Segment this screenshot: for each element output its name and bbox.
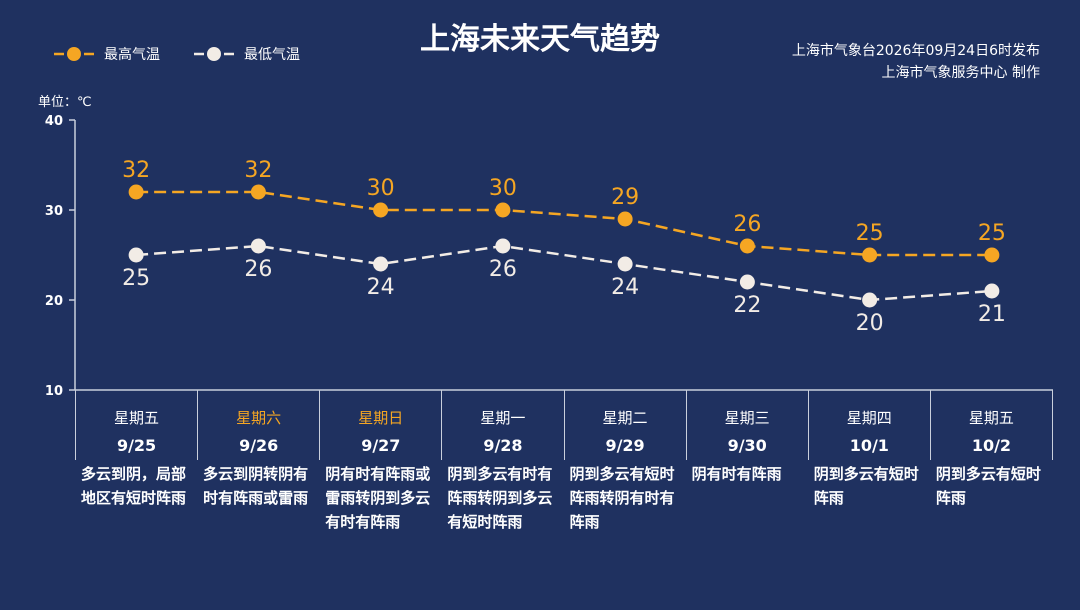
data-label-low: 21 — [978, 302, 1006, 327]
legend-item-low: 最低气温 — [194, 44, 300, 64]
data-point-low — [250, 238, 266, 254]
date-label: 10/2 — [971, 436, 1012, 455]
weather-description: 阴到多云有时有阵雨转阴到多云有短时阵雨 — [447, 465, 553, 531]
data-point-high — [250, 184, 266, 200]
data-label-low: 20 — [856, 311, 884, 336]
weather-description: 阴有时有阵雨 — [691, 465, 782, 483]
weather-description: 多云到阴转阴有时有阵雨或雷雨 — [203, 465, 309, 507]
data-label-high: 32 — [122, 158, 150, 183]
weather-description: 阴有时有阵雨或雷雨转阴到多云有时有阵雨 — [325, 465, 431, 531]
data-point-low — [373, 256, 389, 272]
data-label-high: 30 — [489, 176, 517, 201]
legend-label-high: 最高气温 — [104, 47, 160, 63]
weekday-label: 星期五 — [968, 409, 1014, 427]
weather-description: 阴到多云有短时阵雨 — [935, 465, 1041, 507]
data-label-low: 26 — [244, 257, 272, 282]
data-point-high — [128, 184, 144, 200]
data-point-high — [373, 202, 389, 218]
data-label-high: 29 — [611, 185, 639, 210]
data-label-high: 32 — [244, 158, 272, 183]
date-label: 9/30 — [727, 436, 767, 455]
data-point-low — [862, 292, 878, 308]
source-line-publish: 上海市气象台2026年09月24日6时发布 — [791, 43, 1040, 59]
forecast-column: 星期三 9/30 阴有时有阵雨 — [685, 390, 808, 483]
weekday-label: 星期二 — [602, 409, 648, 427]
date-label: 9/27 — [361, 436, 401, 455]
legend: 最高气温 最低气温 — [54, 44, 300, 64]
forecast-column: 星期五 9/25 多云到阴，局部地区有短时阵雨 — [75, 390, 197, 507]
date-label: 9/25 — [116, 436, 157, 455]
weekday-label: 星期五 — [114, 409, 160, 427]
weekday-label: 星期三 — [724, 409, 770, 427]
data-label-high: 25 — [856, 221, 884, 246]
data-point-high — [984, 247, 1000, 263]
chart-title: 上海未来天气趋势 — [420, 22, 660, 57]
data-point-low — [128, 247, 144, 263]
y-tick-label: 20 — [45, 294, 63, 309]
y-tick-label: 30 — [45, 204, 63, 219]
data-label-low: 24 — [611, 275, 639, 300]
data-point-low — [495, 238, 511, 254]
forecast-columns: 星期五 9/25 多云到阴，局部地区有短时阵雨 星期六 9/26 多云到阴转阴有时有阵雨或… — [75, 390, 1053, 560]
y-axis-unit-label: 单位：℃ — [38, 95, 92, 110]
data-label-low: 24 — [367, 275, 395, 300]
weekday-label: 星期一 — [480, 409, 526, 427]
date-label: 9/29 — [605, 436, 645, 455]
data-point-high — [495, 202, 511, 218]
data-label-low: 22 — [733, 293, 761, 318]
data-point-low — [617, 256, 633, 272]
legend-low-line-icon — [194, 47, 234, 61]
weather-description: 阴到多云有短时阵雨转阴有时有阵雨 — [569, 465, 675, 531]
data-point-low — [739, 274, 755, 290]
date-label: 10/1 — [849, 436, 889, 455]
source-info: 上海市气象台2026年09月24日6时发布 上海市气象服务中心 制作 — [792, 40, 1040, 84]
forecast-column: 星期二 9/29 阴到多云有短时阵雨转阴有时有阵雨 — [563, 390, 686, 531]
data-label-high: 25 — [978, 221, 1006, 246]
weekday-label: 星期四 — [846, 409, 892, 427]
legend-label-low: 最低气温 — [244, 47, 300, 63]
forecast-column: 星期六 9/26 多云到阴转阴有时有阵雨或雷雨 — [197, 390, 319, 507]
date-label: 9/28 — [483, 436, 523, 455]
data-point-high — [617, 211, 633, 227]
data-point-low — [984, 283, 1000, 299]
forecast-column: 星期四 10/1 阴到多云有短时阵雨 — [807, 390, 930, 507]
forecast-column: 星期五 10/2 阴到多云有短时阵雨 — [929, 390, 1053, 507]
date-label: 9/26 — [239, 436, 279, 455]
data-point-high — [739, 238, 755, 254]
weather-description: 阴到多云有短时阵雨 — [813, 465, 919, 507]
forecast-column: 星期日 9/27 阴有时有阵雨或雷雨转阴到多云有时有阵雨 — [319, 390, 441, 531]
legend-item-high: 最高气温 — [54, 44, 160, 64]
source-line-producer: 上海市气象服务中心 制作 — [881, 65, 1040, 81]
y-tick-label: 10 — [45, 384, 63, 399]
weekday-label: 星期六 — [236, 409, 282, 427]
data-point-high — [862, 247, 878, 263]
data-label-low: 25 — [122, 266, 150, 291]
weekday-label: 星期日 — [358, 409, 404, 427]
data-label-high: 30 — [367, 176, 395, 201]
legend-high-line-icon — [54, 47, 94, 61]
forecast-column: 星期一 9/28 阴到多云有时有阵雨转阴到多云有短时阵雨 — [441, 390, 563, 531]
y-tick-label: 40 — [45, 114, 63, 129]
weather-description: 多云到阴，局部地区有短时阵雨 — [81, 465, 187, 507]
data-label-low: 26 — [489, 257, 517, 282]
data-label-high: 26 — [733, 212, 761, 237]
